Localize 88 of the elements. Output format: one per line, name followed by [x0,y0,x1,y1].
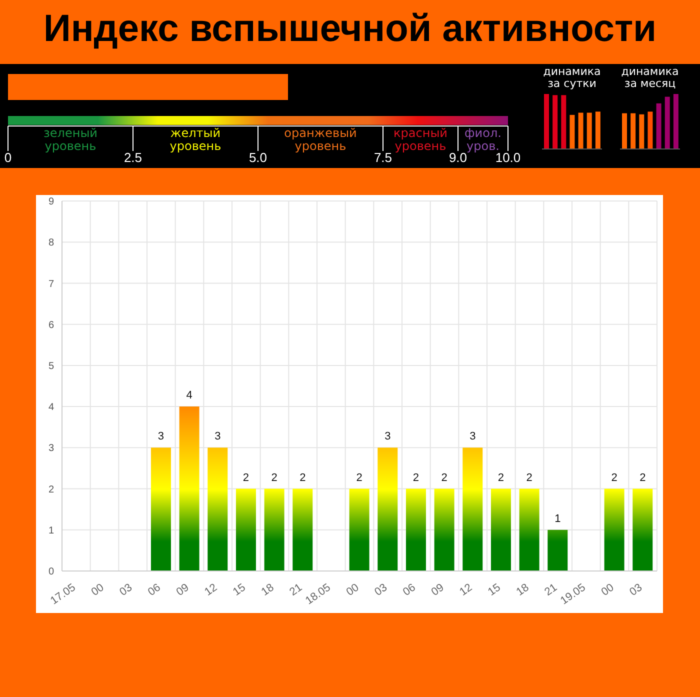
bar [292,488,313,571]
bar [548,530,568,571]
bar [349,488,370,571]
bar [561,95,566,149]
bar [552,95,558,149]
x-tick-label: 03 [628,582,645,598]
data-label: 3 [470,430,476,443]
bar [462,448,483,571]
bar [208,448,228,571]
text: оранжевый уровень [284,126,357,153]
y-tick-label: 2 [48,484,54,496]
bar [639,114,644,149]
y-tick-label: 5 [48,360,54,372]
data-label: 2 [498,472,504,484]
data-label: 2 [300,472,306,484]
data-label: 3 [214,430,221,443]
text: желтый уровень [170,126,222,153]
y-tick-label: 1 [48,525,54,536]
x-tick-label: 00 [599,582,616,598]
x-tick-label: 9.0 [448,150,468,166]
x-tick-label: 10.0 [495,150,521,166]
y-tick-label: 7 [48,278,54,290]
data-label: 2 [271,472,278,484]
bar [604,488,624,571]
data-label: 3 [384,430,391,443]
x-tick-label: 21 [542,582,560,598]
x-tick-label: 18 [514,582,532,598]
x-tick-label: 09 [429,582,446,598]
data-label: 1 [554,512,561,525]
data-label: 2 [640,472,646,484]
x-tick-label: 15 [230,582,248,598]
x-tick-label: 03 [372,582,390,598]
bar [578,112,584,149]
bar [434,488,454,571]
bar [378,448,398,571]
bar [595,112,600,149]
data-label: 2 [441,472,448,484]
y-tick-label: 8 [48,238,54,249]
y-tick-label: 6 [48,320,54,331]
bar [664,96,670,149]
chart-title: Индекс вспышечной активности [42,8,658,51]
bar [179,406,200,571]
y-tick-label: 3 [48,443,54,454]
x-tick-label: 15 [486,582,503,598]
chart-title: динамика за сутки [543,65,601,90]
data-label: 2 [356,472,362,484]
x-tick-label: 18 [259,582,276,598]
bar [544,94,549,149]
bar [622,113,627,149]
bar [490,488,511,571]
x-tick-label: 03 [118,582,135,598]
x-tick-label: 00 [89,582,106,598]
x-tick-label: 0 [4,150,12,166]
x-tick-label: 12 [458,582,475,598]
text: фиол. уров. [464,126,502,153]
data-label: 3 [158,430,164,443]
x-tick-label: 7.5 [374,150,392,166]
x-tick-label: 00 [344,582,362,598]
x-tick-label: 12 [202,582,220,598]
bar [586,112,592,149]
x-tick-label: 06 [400,582,418,598]
x-tick-label: 09 [174,582,192,598]
x-tick-label: 21 [288,582,305,598]
bar [236,488,256,571]
bar [150,448,171,571]
text: зеленый уровень [44,126,98,153]
x-tick-label: 2.5 [124,150,142,166]
chart-title: динамика за месяц [621,65,679,90]
data-label: 2 [611,472,618,484]
data-label: 2 [526,472,532,484]
bar [630,113,636,149]
bar [519,488,540,571]
x-tick-label: 06 [146,582,163,598]
data-label: 2 [242,472,250,484]
y-tick-label: 0 [48,566,54,578]
bar [673,94,678,149]
y-tick-label: 4 [48,402,54,414]
bar [648,112,653,149]
bar [632,488,653,571]
y-tick-label: 9 [48,196,54,208]
bar [570,114,575,149]
data-label: 4 [186,390,192,402]
bar [406,488,426,571]
bar [264,488,284,571]
data-label: 2 [412,472,420,484]
bar [656,103,662,149]
x-tick-label: 5.0 [248,150,268,166]
text: красный уровень [394,126,448,153]
